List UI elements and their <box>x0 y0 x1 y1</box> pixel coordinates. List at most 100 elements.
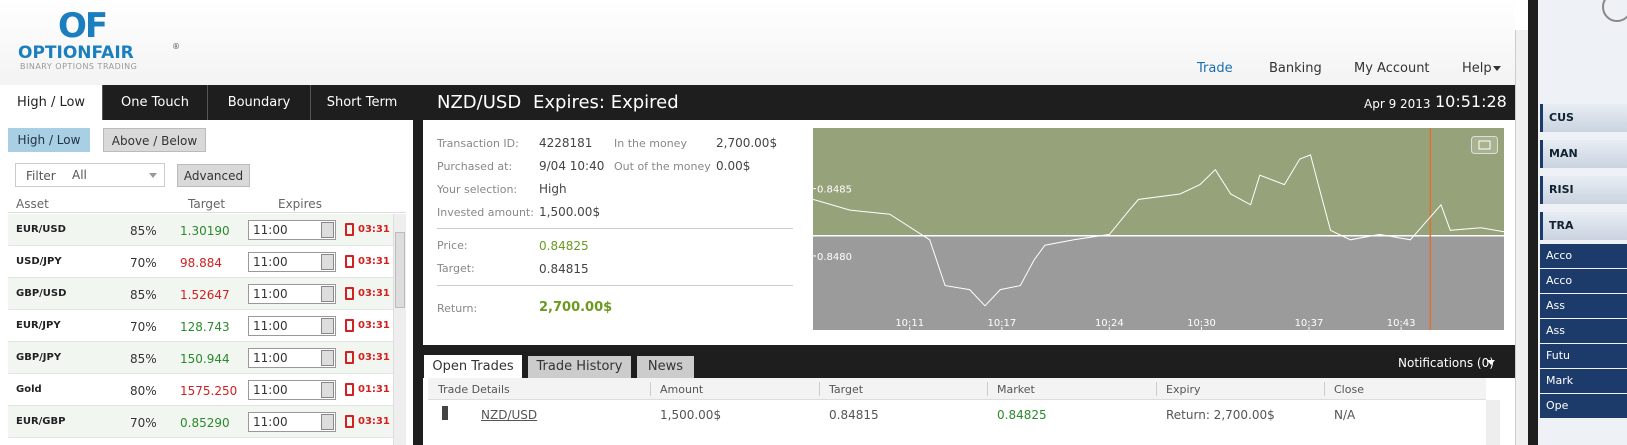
column-divider <box>987 382 988 396</box>
expiry-select[interactable] <box>248 252 336 272</box>
tab[interactable]: Short Term <box>326 95 398 110</box>
sidebar-item[interactable]: Acco <box>1540 269 1627 293</box>
logo-name[interactable]: OPTIONFAIR <box>18 43 134 63</box>
hourglass <box>345 415 354 428</box>
dropdown-arrow <box>1487 360 1495 365</box>
countdown: 03:31 <box>358 288 390 299</box>
column-header: Trade Details <box>438 383 510 396</box>
subtab-active[interactable]: High / Low <box>8 128 90 152</box>
tab-active[interactable]: High / Low <box>0 85 103 120</box>
sidebar-item[interactable]: Ope <box>1540 394 1627 418</box>
return-value: 2,700.00$ <box>539 300 613 315</box>
trade-cell: Return: 2,700.00$ <box>1166 408 1275 422</box>
expiry-value: 11:00 <box>253 287 288 301</box>
chart-expand-icon[interactable] <box>1471 136 1498 154</box>
info-value: 4228181 <box>539 136 593 150</box>
sidebar-item[interactable]: Ass <box>1540 294 1627 318</box>
sidebar-item[interactable]: Futu <box>1540 344 1627 368</box>
page-scrollbar[interactable] <box>1515 30 1528 445</box>
subtab[interactable]: Above / Below <box>103 128 206 152</box>
nav-item[interactable]: Help <box>1462 61 1492 76</box>
scroll-thumb[interactable] <box>395 232 405 308</box>
asset-table: EUR/USD 85% 1.30190 11:00 03:31 USD/JPY 70% 98.… <box>8 214 393 445</box>
header-rule <box>8 212 406 213</box>
sidebar-heading[interactable]: TRA <box>1540 212 1627 240</box>
open-trades-table: Trade Details Amount Target Market Expiry Clo… <box>428 378 1486 445</box>
sidebar-item[interactable]: Ass <box>1540 319 1627 343</box>
info-label: Your selection: <box>437 183 518 196</box>
hourglass <box>345 351 354 364</box>
logo-mark[interactable]: OF <box>58 6 108 46</box>
bottom-tab[interactable]: News <box>637 356 694 378</box>
info-label: Transaction ID: <box>437 137 519 150</box>
info-label: Invested amount: <box>437 206 534 219</box>
sidebar-item[interactable]: Mark <box>1540 369 1627 393</box>
table-header <box>428 378 1486 400</box>
column-header: Target <box>188 197 226 211</box>
nav-item[interactable]: My Account <box>1354 61 1430 76</box>
info-value: 9/04 10:40 <box>539 159 605 173</box>
info-label: Purchased at: <box>437 160 513 173</box>
notifications[interactable]: Notifications (0) <box>1398 356 1494 370</box>
x-tick-label: 10:30 <box>1187 318 1216 329</box>
info-label: In the money <box>614 137 687 150</box>
trade-cell[interactable]: NZD/USD <box>481 408 538 422</box>
asset-payout: 85% <box>130 224 157 238</box>
info-value: High <box>539 182 567 196</box>
x-tick-label: 10:11 <box>895 318 924 329</box>
logo-tagline: BINARY OPTIONS TRADING <box>20 62 138 71</box>
trade-cell: 0.84815 <box>829 408 879 422</box>
x-tick-label: 10:37 <box>1295 318 1324 329</box>
expiry-select[interactable] <box>248 380 336 400</box>
expiry-select[interactable] <box>248 412 336 432</box>
expiry-select[interactable] <box>248 348 336 368</box>
filter-box[interactable] <box>15 163 165 187</box>
target-value: 0.84815 <box>539 262 589 276</box>
hourglass <box>345 383 354 396</box>
countdown: 01:31 <box>358 384 390 395</box>
x-tick-label: 10:24 <box>1095 318 1124 329</box>
sidebar-heading[interactable]: MAN <box>1540 140 1627 168</box>
nav-item[interactable]: Trade <box>1197 61 1233 76</box>
expiry-select[interactable] <box>248 284 336 304</box>
column-header: Target <box>829 383 864 396</box>
expiry-value: 11:00 <box>253 351 288 365</box>
select-arrow <box>321 286 334 302</box>
info-rule <box>437 285 793 286</box>
column-header: Asset <box>16 197 49 211</box>
dropdown-arrow <box>149 173 157 178</box>
asset-target: 0.85290 <box>180 416 230 430</box>
asset-target: 1.30190 <box>180 224 230 238</box>
tab[interactable]: Boundary <box>208 85 311 120</box>
countdown: 03:31 <box>358 352 390 363</box>
info-value: 2,700.00$ <box>716 136 778 150</box>
select-arrow <box>321 318 334 334</box>
expiry-select[interactable] <box>248 220 336 240</box>
y-tick-label: 0.8480 <box>817 252 852 263</box>
asset-target: 150.944 <box>180 352 230 366</box>
asset-name: EUR/GBP <box>16 416 66 427</box>
sidebar-heading[interactable]: CUS <box>1540 104 1627 132</box>
sidebar-heading[interactable]: RISI <box>1540 176 1627 204</box>
info-value: 1,500.00$ <box>539 205 601 219</box>
hourglass <box>345 319 354 332</box>
asset-target: 1.52647 <box>180 288 230 302</box>
column-header: Expiry <box>1166 383 1201 396</box>
sidebar-item[interactable]: Acco <box>1540 244 1627 268</box>
bottom-tab[interactable]: Trade History <box>528 356 631 378</box>
expiry-select[interactable] <box>248 316 336 336</box>
countdown: 03:31 <box>358 224 390 235</box>
sidebar-strip <box>1528 0 1538 445</box>
trade-date: Apr 9 2013 <box>1364 97 1431 111</box>
scrollbar[interactable] <box>1486 400 1500 445</box>
info-label: Out of the money <box>614 160 711 173</box>
tab[interactable]: One Touch <box>103 85 208 120</box>
nav-item[interactable]: Banking <box>1269 61 1322 76</box>
asset-name: GBP/USD <box>16 288 67 299</box>
bottom-tab-active[interactable]: Open Trades <box>424 355 522 378</box>
dropdown-arrow <box>1493 66 1501 71</box>
asset-target: 128.743 <box>180 320 230 334</box>
info-value: 0.00$ <box>716 159 751 173</box>
advanced-button[interactable]: Advanced <box>177 164 250 187</box>
sidebar-circle <box>1602 0 1627 22</box>
